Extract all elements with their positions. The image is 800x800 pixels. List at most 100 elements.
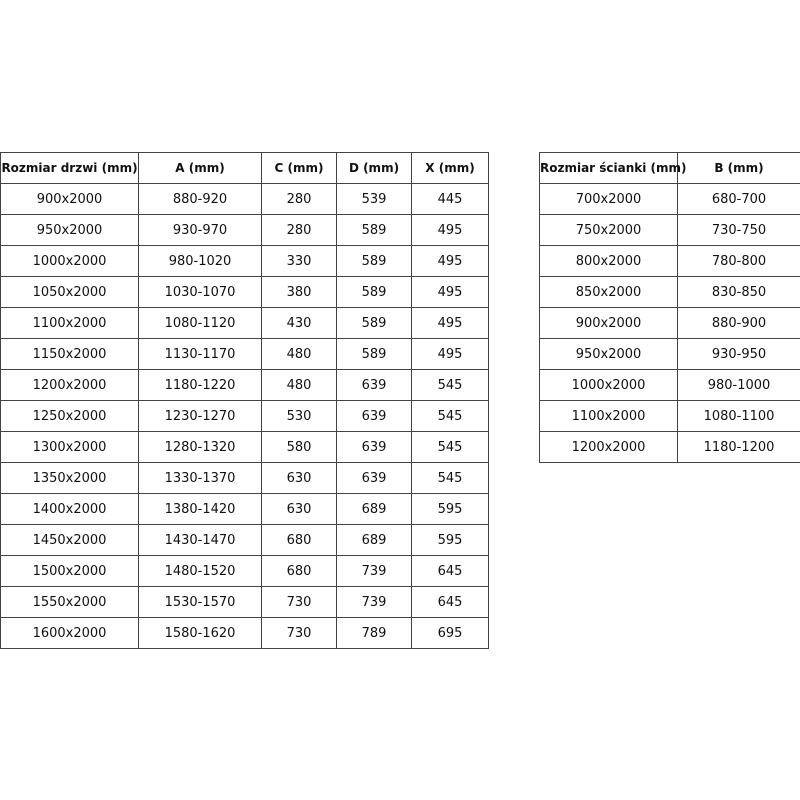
table-cell: 589 xyxy=(336,307,412,339)
header-door-size: Rozmiar drzwi (mm) xyxy=(0,152,139,184)
table-cell: 680 xyxy=(261,555,337,587)
table-row: 800x2000 780-800 xyxy=(539,245,800,277)
table-row: 1450x2000 1430-1470 680 689 595 xyxy=(0,524,489,556)
header-c: C (mm) xyxy=(261,152,337,184)
table-row: 950x2000 930-970 280 589 495 xyxy=(0,214,489,246)
table-cell: 1300x2000 xyxy=(0,431,139,463)
table-cell: 645 xyxy=(411,586,489,618)
table-cell: 950x2000 xyxy=(0,214,139,246)
table-cell: 545 xyxy=(411,462,489,494)
table-cell: 730-750 xyxy=(677,214,800,246)
table-cell: 980-1020 xyxy=(138,245,262,277)
table-cell: 689 xyxy=(336,493,412,525)
table-cell: 1430-1470 xyxy=(138,524,262,556)
table-cell: 1130-1170 xyxy=(138,338,262,370)
table-row: 1400x2000 1380-1420 630 689 595 xyxy=(0,493,489,525)
table-cell: 900x2000 xyxy=(0,183,139,215)
table-row: 1000x2000 980-1020 330 589 495 xyxy=(0,245,489,277)
table-cell: 545 xyxy=(411,400,489,432)
table-cell: 589 xyxy=(336,214,412,246)
table-row: 950x2000 930-950 xyxy=(539,338,800,370)
table-cell: 1030-1070 xyxy=(138,276,262,308)
table-cell: 330 xyxy=(261,245,337,277)
table-cell: 780-800 xyxy=(677,245,800,277)
table-cell: 1180-1220 xyxy=(138,369,262,401)
table-cell: 530 xyxy=(261,400,337,432)
table-cell: 539 xyxy=(336,183,412,215)
table-cell: 639 xyxy=(336,400,412,432)
table-cell: 445 xyxy=(411,183,489,215)
table-cell: 589 xyxy=(336,338,412,370)
table-cell: 1000x2000 xyxy=(0,245,139,277)
table-cell: 495 xyxy=(411,276,489,308)
table-cell: 1250x2000 xyxy=(0,400,139,432)
table-row: 900x2000 880-920 280 539 445 xyxy=(0,183,489,215)
table-cell: 830-850 xyxy=(677,276,800,308)
header-b: B (mm) xyxy=(677,152,800,184)
table-cell: 880-920 xyxy=(138,183,262,215)
table-cell: 630 xyxy=(261,493,337,525)
table-cell: 1400x2000 xyxy=(0,493,139,525)
table-cell: 630 xyxy=(261,462,337,494)
table-cell: 580 xyxy=(261,431,337,463)
table-cell: 1480-1520 xyxy=(138,555,262,587)
table-cell: 1080-1100 xyxy=(677,400,800,432)
table-cell: 280 xyxy=(261,214,337,246)
table-cell: 930-970 xyxy=(138,214,262,246)
table-cell: 730 xyxy=(261,586,337,618)
table-cell: 545 xyxy=(411,369,489,401)
table-row: 1100x2000 1080-1100 xyxy=(539,400,800,432)
table-cell: 380 xyxy=(261,276,337,308)
table-cell: 880-900 xyxy=(677,307,800,339)
table-cell: 739 xyxy=(336,555,412,587)
table-row: 1350x2000 1330-1370 630 639 545 xyxy=(0,462,489,494)
door-table-body: 900x2000 880-920 280 539 445 950x2000 930-970 2… xyxy=(0,183,489,649)
header-panel-size: Rozmiar ścianki (mm) xyxy=(539,152,687,184)
table-cell: 495 xyxy=(411,214,489,246)
table-cell: 495 xyxy=(411,245,489,277)
table-cell: 950x2000 xyxy=(539,338,678,370)
table-cell: 1280-1320 xyxy=(138,431,262,463)
door-size-table: Rozmiar drzwi (mm) A (mm) C (mm) D (mm) … xyxy=(0,152,489,649)
table-row: 1000x2000 980-1000 xyxy=(539,369,800,401)
table-cell: 545 xyxy=(411,431,489,463)
table-cell: 680 xyxy=(261,524,337,556)
table-row: 1500x2000 1480-1520 680 739 645 xyxy=(0,555,489,587)
table-row: 1600x2000 1580-1620 730 789 695 xyxy=(0,617,489,649)
table-row: 900x2000 880-900 xyxy=(539,307,800,339)
header-row: Rozmiar drzwi (mm) A (mm) C (mm) D (mm) … xyxy=(0,152,489,184)
table-cell: 1380-1420 xyxy=(138,493,262,525)
table-cell: 930-950 xyxy=(677,338,800,370)
header-a: A (mm) xyxy=(138,152,262,184)
table-cell: 480 xyxy=(261,338,337,370)
table-cell: 800x2000 xyxy=(539,245,678,277)
table-cell: 1200x2000 xyxy=(0,369,139,401)
table-cell: 980-1000 xyxy=(677,369,800,401)
table-cell: 1100x2000 xyxy=(0,307,139,339)
table-cell: 689 xyxy=(336,524,412,556)
table-cell: 1050x2000 xyxy=(0,276,139,308)
table-cell: 639 xyxy=(336,462,412,494)
table-cell: 1500x2000 xyxy=(0,555,139,587)
table-cell: 1150x2000 xyxy=(0,338,139,370)
table-cell: 789 xyxy=(336,617,412,649)
table-row: 1100x2000 1080-1120 430 589 495 xyxy=(0,307,489,339)
table-row: 1300x2000 1280-1320 580 639 545 xyxy=(0,431,489,463)
table-row: 850x2000 830-850 xyxy=(539,276,800,308)
table-cell: 900x2000 xyxy=(539,307,678,339)
table-cell: 1100x2000 xyxy=(539,400,678,432)
table-cell: 1000x2000 xyxy=(539,369,678,401)
table-cell: 1530-1570 xyxy=(138,586,262,618)
table-cell: 589 xyxy=(336,276,412,308)
table-row: 1150x2000 1130-1170 480 589 495 xyxy=(0,338,489,370)
table-cell: 1350x2000 xyxy=(0,462,139,494)
table-cell: 1550x2000 xyxy=(0,586,139,618)
table-row: 1550x2000 1530-1570 730 739 645 xyxy=(0,586,489,618)
panel-size-table: Rozmiar ścianki (mm) B (mm) 700x2000 680-… xyxy=(539,152,800,463)
table-row: 1200x2000 1180-1220 480 639 545 xyxy=(0,369,489,401)
panel-table-body: 700x2000 680-700 750x2000 730-750 800x2000 78… xyxy=(539,183,800,463)
table-cell: 1580-1620 xyxy=(138,617,262,649)
table-row: 1200x2000 1180-1200 xyxy=(539,431,800,463)
table-cell: 1600x2000 xyxy=(0,617,139,649)
table-cell: 1330-1370 xyxy=(138,462,262,494)
